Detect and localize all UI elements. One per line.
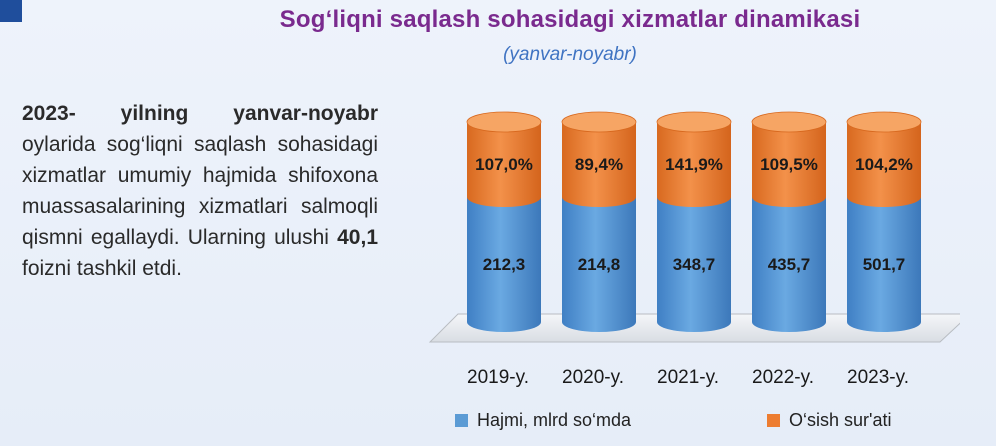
x-tick-label-3: 2022-y. (752, 367, 814, 388)
bar-group-1: 89,4% 214,8 (561, 111, 637, 332)
share-value: 40,1 (337, 226, 378, 249)
chart-subtitle: (yanvar-noyabr) (503, 44, 637, 65)
volume-label-1: 214,8 (578, 255, 621, 274)
bar-group-0: 107,0% 212,3 (466, 111, 542, 332)
bar-volume-0 (467, 197, 541, 332)
x-tick-label-4: 2023-y. (847, 367, 909, 388)
volume-label-3: 435,7 (768, 255, 811, 274)
bar-growth-1 (562, 122, 636, 207)
x-tick-label-2: 2021-y. (657, 367, 719, 388)
legend-swatch-growth (767, 414, 780, 427)
growth-label-1: 89,4% (575, 155, 623, 174)
legend-label-volume: Hajmi, mlrd so‘mda (477, 410, 632, 430)
bar-top-cap-3 (751, 111, 827, 133)
legend-item-volume: Hajmi, mlrd so‘mda (455, 410, 631, 431)
volume-label-4: 501,7 (863, 255, 906, 274)
description-part2: foizni tashkil etdi. (22, 257, 182, 280)
bar-volume-3 (752, 197, 826, 332)
bar-top-cap-2 (656, 111, 732, 133)
cylinder-bar-chart: 107,0% 212,3 89,4% 214,8 141,9% 348,7 109,5% 43… (428, 111, 960, 388)
x-tick-label-1: 2020-y. (562, 367, 624, 388)
growth-label-2: 141,9% (665, 155, 723, 174)
bar-volume-1 (562, 197, 636, 332)
growth-label-4: 104,2% (855, 155, 913, 174)
bar-volume-4 (847, 197, 921, 332)
chart-title: Sog‘liqni saqlash sohasidagi xizmatlar d… (279, 6, 861, 33)
growth-label-3: 109,5% (760, 155, 818, 174)
bar-growth-3 (752, 122, 826, 207)
legend-item-growth: O‘sish sur'ati (767, 410, 891, 431)
bar-group-3: 109,5% 435,7 (751, 111, 827, 332)
legend-label-growth: O‘sish sur'ati (789, 410, 892, 430)
bar-group-2: 141,9% 348,7 (656, 111, 732, 332)
legend-swatch-volume (455, 414, 468, 427)
lead-bold-text: 2023- yilning yanvar-noyabr (22, 102, 378, 125)
bar-top-cap-1 (561, 111, 637, 133)
x-tick-label-0: 2019-y. (467, 367, 529, 388)
bar-growth-2 (657, 122, 731, 207)
bar-volume-2 (657, 197, 731, 332)
volume-label-0: 212,3 (483, 255, 526, 274)
bar-top-cap-4 (846, 111, 922, 133)
bar-growth-0 (467, 122, 541, 207)
description-part1: oylarida sog‘liqni saqlash sohasidagi xi… (22, 133, 378, 249)
growth-label-0: 107,0% (475, 155, 533, 174)
description-text: 2023- yilning yanvar-noyabr oylarida sog… (22, 98, 378, 284)
bar-growth-4 (847, 122, 921, 207)
bar-group-4: 104,2% 501,7 (846, 111, 922, 332)
bar-top-cap-0 (466, 111, 542, 133)
volume-label-2: 348,7 (673, 255, 716, 274)
corner-accent (0, 0, 22, 22)
